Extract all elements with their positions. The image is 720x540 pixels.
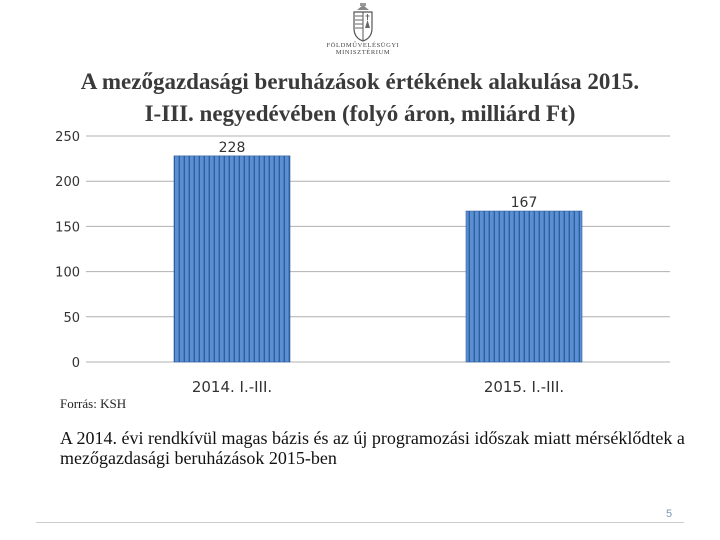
logo-text-line2: MINISZTÉRIUM — [335, 49, 391, 56]
coat-of-arms-icon — [353, 3, 373, 42]
grid-lines — [86, 135, 670, 363]
chart-title: A mezőgazdasági beruházások értékének al… — [20, 66, 700, 130]
chart-title-line1: A mezőgazdasági beruházások értékének al… — [80, 69, 640, 94]
commentary-text: A 2014. évi rendkívül magas bázis és az … — [60, 428, 685, 468]
y-tick-label: 100 — [55, 266, 80, 281]
logo-text-line1: FÖLDMŰVELÉSÜGYI — [326, 42, 400, 49]
bar — [173, 155, 291, 363]
y-tick-label: 250 — [55, 130, 80, 145]
page-number: 5 — [666, 508, 673, 520]
chart-title-line2: I-III. negyedévében (folyó áron, milliár… — [144, 101, 576, 126]
y-tick-label: 0 — [72, 356, 80, 371]
data-label: 167 — [511, 195, 538, 211]
footer-divider — [36, 522, 684, 523]
data-labels: 228 167 — [219, 140, 538, 211]
y-tick-label: 150 — [55, 220, 80, 235]
y-tick-label: 200 — [55, 175, 80, 190]
bar-chart: 228 167 0 50 100 150 200 250 2014. I.-III. 2015.… — [55, 130, 670, 396]
x-tick-label: 2015. I.-III. — [484, 378, 564, 396]
bar — [465, 210, 583, 363]
x-tick-label: 2014. I.-III. — [192, 378, 272, 396]
bars — [173, 155, 583, 363]
axis-labels: 0 50 100 150 200 250 2014. I.-III. 2015. I.-III… — [55, 130, 564, 396]
data-label: 228 — [219, 140, 246, 156]
y-tick-label: 50 — [63, 311, 80, 326]
ministry-logo: FÖLDMŰVELÉSÜGYI MINISZTÉRIUM — [318, 2, 408, 68]
source-note: Forrás: KSH — [60, 396, 127, 411]
